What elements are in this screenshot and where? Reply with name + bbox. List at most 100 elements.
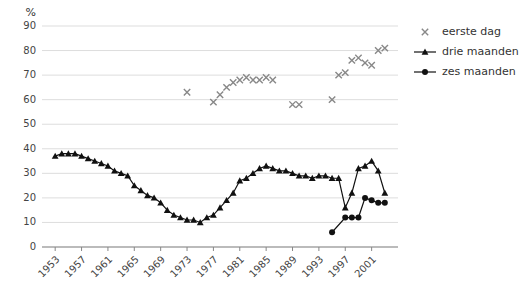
data-point [137, 187, 144, 193]
x-tick [292, 247, 293, 251]
data-point [329, 229, 335, 235]
data-point [368, 158, 375, 164]
data-point [348, 190, 355, 196]
y-tick-label: 40 [23, 143, 36, 154]
data-point [296, 101, 302, 107]
data-point [217, 92, 223, 98]
data-point [263, 74, 269, 80]
series [329, 195, 388, 235]
series [52, 150, 388, 225]
y-tick-label: 50 [23, 118, 36, 129]
x-tick-label: 1953 [36, 254, 62, 280]
plot-area [52, 45, 388, 235]
grid-line [42, 173, 398, 174]
data-point [289, 101, 295, 107]
y-tick-label: 20 [23, 192, 36, 203]
data-point [335, 175, 342, 181]
data-point [375, 200, 381, 206]
data-point [217, 204, 224, 210]
legend-entry: zes maanden [414, 65, 516, 78]
data-point [329, 175, 336, 181]
y-tick-label: 0 [30, 241, 36, 252]
legend-marker [422, 29, 428, 35]
data-point [263, 163, 270, 169]
data-point [131, 182, 138, 188]
series-line [55, 154, 385, 223]
data-point [177, 214, 184, 220]
data-point [157, 199, 164, 205]
data-point [170, 212, 177, 218]
data-point [362, 195, 368, 201]
chart: 0102030405060708090195319571961196519691… [0, 0, 526, 291]
data-point [184, 217, 191, 223]
x-tick-label: 1957 [62, 254, 88, 280]
grid-line [42, 75, 398, 76]
x-tick [81, 247, 82, 251]
data-point [270, 77, 276, 83]
data-point [355, 165, 362, 171]
legend-label: eerste dag [442, 25, 501, 38]
data-point [236, 177, 243, 183]
data-point [342, 204, 349, 210]
data-point [362, 60, 368, 66]
data-point [283, 167, 290, 173]
data-point [210, 212, 217, 218]
x-tick [318, 247, 319, 251]
data-point [52, 153, 59, 159]
y-axis-label: % [26, 6, 36, 19]
grid [42, 26, 398, 247]
grid-line [42, 148, 398, 149]
data-point [105, 163, 112, 169]
data-point [230, 79, 236, 85]
data-point [91, 158, 98, 164]
data-point [315, 172, 322, 178]
legend-label: zes maanden [442, 65, 516, 78]
x-axis-line [42, 247, 398, 248]
y-tick-label: 80 [23, 45, 36, 56]
data-point [369, 197, 375, 203]
legend-label: drie maanden [442, 45, 519, 58]
data-point [223, 197, 230, 203]
data-point [124, 172, 131, 178]
data-point [111, 167, 118, 173]
series-line [332, 198, 385, 232]
x-tick-label: 1965 [115, 254, 141, 280]
x-tick [345, 247, 346, 251]
grid-line [42, 124, 398, 125]
data-point [151, 194, 158, 200]
data-point [375, 167, 382, 173]
data-point [349, 215, 355, 221]
series [184, 45, 388, 108]
data-point [190, 217, 197, 223]
y-tick-label: 10 [23, 216, 36, 227]
y-tick-label: 90 [23, 20, 36, 31]
x-tick [239, 247, 240, 251]
data-point [98, 160, 105, 166]
x-tick [266, 247, 267, 251]
x-tick-label: 1993 [300, 254, 326, 280]
data-point [322, 172, 329, 178]
y-tick-label: 30 [23, 167, 36, 178]
data-point [210, 99, 216, 105]
data-point [269, 165, 276, 171]
data-point [243, 175, 250, 181]
x-tick [160, 247, 161, 251]
data-point [302, 172, 309, 178]
x-tick-label: 1981 [221, 254, 247, 280]
data-point [65, 150, 72, 156]
data-point [382, 200, 388, 206]
legend-entry: eerste dag [422, 25, 501, 38]
y-tick-label: 60 [23, 94, 36, 105]
x-tick [134, 247, 135, 251]
data-point [184, 89, 190, 95]
legend-marker [422, 49, 429, 55]
data-point [355, 55, 361, 61]
legend-marker [422, 69, 428, 75]
data-point [382, 45, 388, 51]
data-point [289, 170, 296, 176]
grid-line [42, 50, 398, 51]
x-tick-label: 1961 [89, 254, 115, 280]
data-point [237, 77, 243, 83]
x-tick [213, 247, 214, 251]
legend-entry: drie maanden [414, 45, 519, 58]
